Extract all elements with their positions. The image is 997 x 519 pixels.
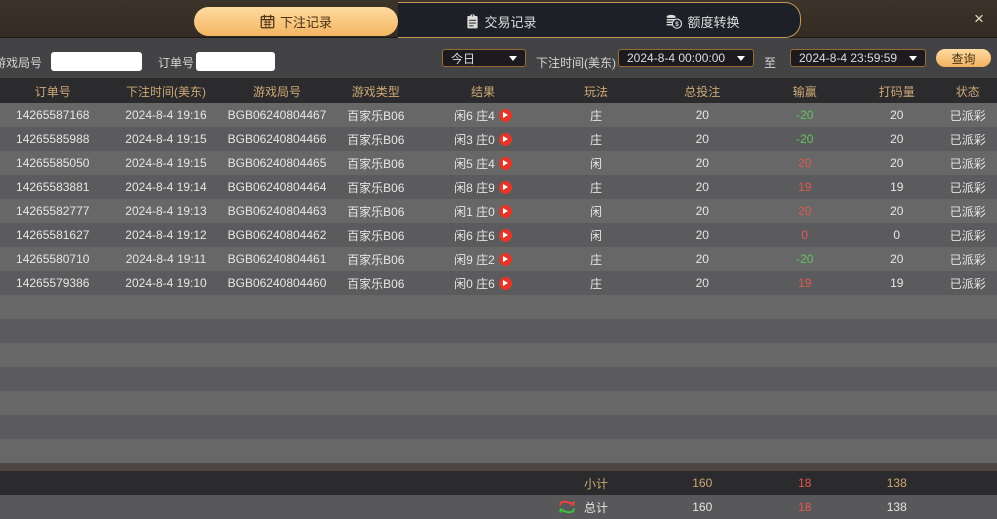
svg-text:$: $ — [676, 21, 680, 28]
